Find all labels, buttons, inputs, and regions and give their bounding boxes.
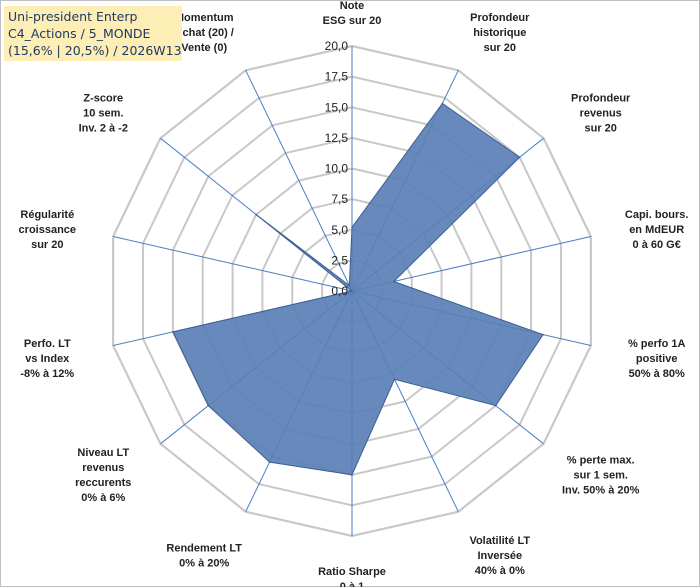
data-point xyxy=(351,290,353,292)
axis-label-line: Régularité xyxy=(20,209,74,221)
data-point xyxy=(268,461,271,463)
axis-spoke xyxy=(112,236,353,292)
axis-label: Volatilité LT Inversée 40% à 0% xyxy=(469,535,530,577)
tick-label: 0,0 xyxy=(331,284,348,298)
axis-label: Rendement LT 0% à 20% xyxy=(166,542,242,569)
axis-label-line: Note xyxy=(340,0,364,12)
data-point xyxy=(441,102,444,105)
radar-series xyxy=(172,102,544,476)
axis-label-line: en MdEUR xyxy=(629,224,684,236)
axis-label-line: revenus xyxy=(580,108,622,120)
title-line-1: Uni-president Enterp xyxy=(8,9,138,24)
axis-label: Ratio Sharpe 0 à 1 xyxy=(318,566,386,587)
axis-label-line: -8% à 12% xyxy=(20,368,74,380)
tick-label: 5,0 xyxy=(331,223,348,237)
tick-label: 15,0 xyxy=(325,100,349,114)
axis-label-line: Niveau LT xyxy=(77,447,129,459)
data-point xyxy=(393,378,396,381)
axis-label-line: 10 sem. xyxy=(83,108,123,120)
axis-label-line: Ratio Sharpe xyxy=(318,566,386,578)
axis-label: Régularité croissance sur 20 xyxy=(19,209,76,251)
axis-label-line: sur 20 xyxy=(484,42,516,54)
tick-label: 12,5 xyxy=(325,131,349,145)
axis-label-line: sur 20 xyxy=(584,123,616,135)
radar-axis-labels: Note ESG sur 20 Profondeur historique sur 20… xyxy=(19,0,689,587)
axis-label: Profondeur historique sur 20 xyxy=(470,12,530,54)
axis-label-line: Rendement LT xyxy=(166,542,242,554)
data-point xyxy=(494,404,497,407)
axis-label-line: positive xyxy=(636,353,678,365)
data-point xyxy=(255,213,257,216)
axis-spoke xyxy=(245,70,353,292)
axis-label: % perte max. sur 1 sem. Inv. 50% à 20% xyxy=(562,454,640,496)
axis-label: Z-score 10 sem. Inv. 2 à -2 xyxy=(79,93,128,135)
axis-label-line: 0% à 20% xyxy=(179,557,229,569)
axis-label-line: Perfo. LT xyxy=(24,338,71,350)
axis-label-line: 0 à 1 xyxy=(340,581,364,587)
axis-label-line: sur 20 xyxy=(31,239,63,251)
axis-label-line: 0 à 60 G€ xyxy=(633,239,681,251)
data-point xyxy=(518,156,521,159)
axis-label-line: vs Index xyxy=(25,353,70,365)
axis-label-line: Profondeur xyxy=(571,93,631,105)
tick-label: 10,0 xyxy=(325,162,349,176)
axis-label-line: Z-score xyxy=(83,93,123,105)
axis-label-line: Inv. 50% à 20% xyxy=(562,484,640,496)
data-point xyxy=(351,226,353,229)
chart-title-box: Uni-president Enterp C4_Actions / 5_MOND… xyxy=(4,6,182,61)
axis-label-line: Profondeur xyxy=(470,12,530,24)
axis-label-line: croissance xyxy=(19,224,76,236)
axis-label-line: Inversée xyxy=(477,550,522,562)
axis-label-line: % perfo 1A xyxy=(628,338,686,350)
data-point xyxy=(351,474,353,476)
axis-label: Niveau LT revenus reccurents 0% à 6% xyxy=(75,447,131,504)
axis-label-line: 50% à 80% xyxy=(629,368,685,380)
axis-label-line: 40% à 0% xyxy=(475,565,525,577)
axis-label: Capi. bours. en MdEUR 0 à 60 G€ xyxy=(625,209,689,251)
data-point xyxy=(172,331,174,333)
axis-label-line: Momentum xyxy=(175,12,234,24)
tick-label: 17,5 xyxy=(325,70,349,84)
data-point xyxy=(348,284,351,287)
radar-tick-labels: 0,0 2,5 5,0 7,5 10,0 12,5 15,0 17,5 20,0 xyxy=(325,39,349,298)
axis-label-line: Vente (0) xyxy=(181,42,227,54)
axis-label-line: historique xyxy=(473,27,526,39)
axis-label-line: ESG sur 20 xyxy=(323,15,382,27)
axis-label-line: Capi. bours. xyxy=(625,209,689,221)
axis-label-line: Volatilité LT xyxy=(469,535,530,547)
title-line-3: (15,6% | 20,5%) / 2026W13 xyxy=(8,43,182,58)
axis-label-line: 0% à 6% xyxy=(81,492,125,504)
axis-label: Momentum Achat (20) / Vente (0) xyxy=(175,12,234,54)
tick-label: 2,5 xyxy=(331,253,348,267)
data-point xyxy=(207,404,210,407)
data-point xyxy=(542,333,544,336)
axis-label: Perfo. LT vs Index -8% à 12% xyxy=(20,338,74,380)
axis-label-line: % perte max. xyxy=(567,454,635,466)
axis-label-line: sur 1 sem. xyxy=(573,469,627,481)
axis-label-line: Achat (20) / xyxy=(175,27,234,39)
axis-label-line: Inv. 2 à -2 xyxy=(79,123,128,135)
data-point xyxy=(393,280,395,283)
title-line-2: C4_Actions / 5_MONDE xyxy=(8,26,151,41)
axis-label: Profondeur revenus sur 20 xyxy=(571,93,631,135)
axis-label: % perfo 1A positive 50% à 80% xyxy=(628,338,686,380)
axis-label-line: revenus xyxy=(82,462,124,474)
tick-label: 7,5 xyxy=(331,192,348,206)
axis-label: Note ESG sur 20 xyxy=(323,0,382,27)
tick-label: 20,0 xyxy=(325,39,349,53)
axis-label-line: reccurents xyxy=(75,477,131,489)
